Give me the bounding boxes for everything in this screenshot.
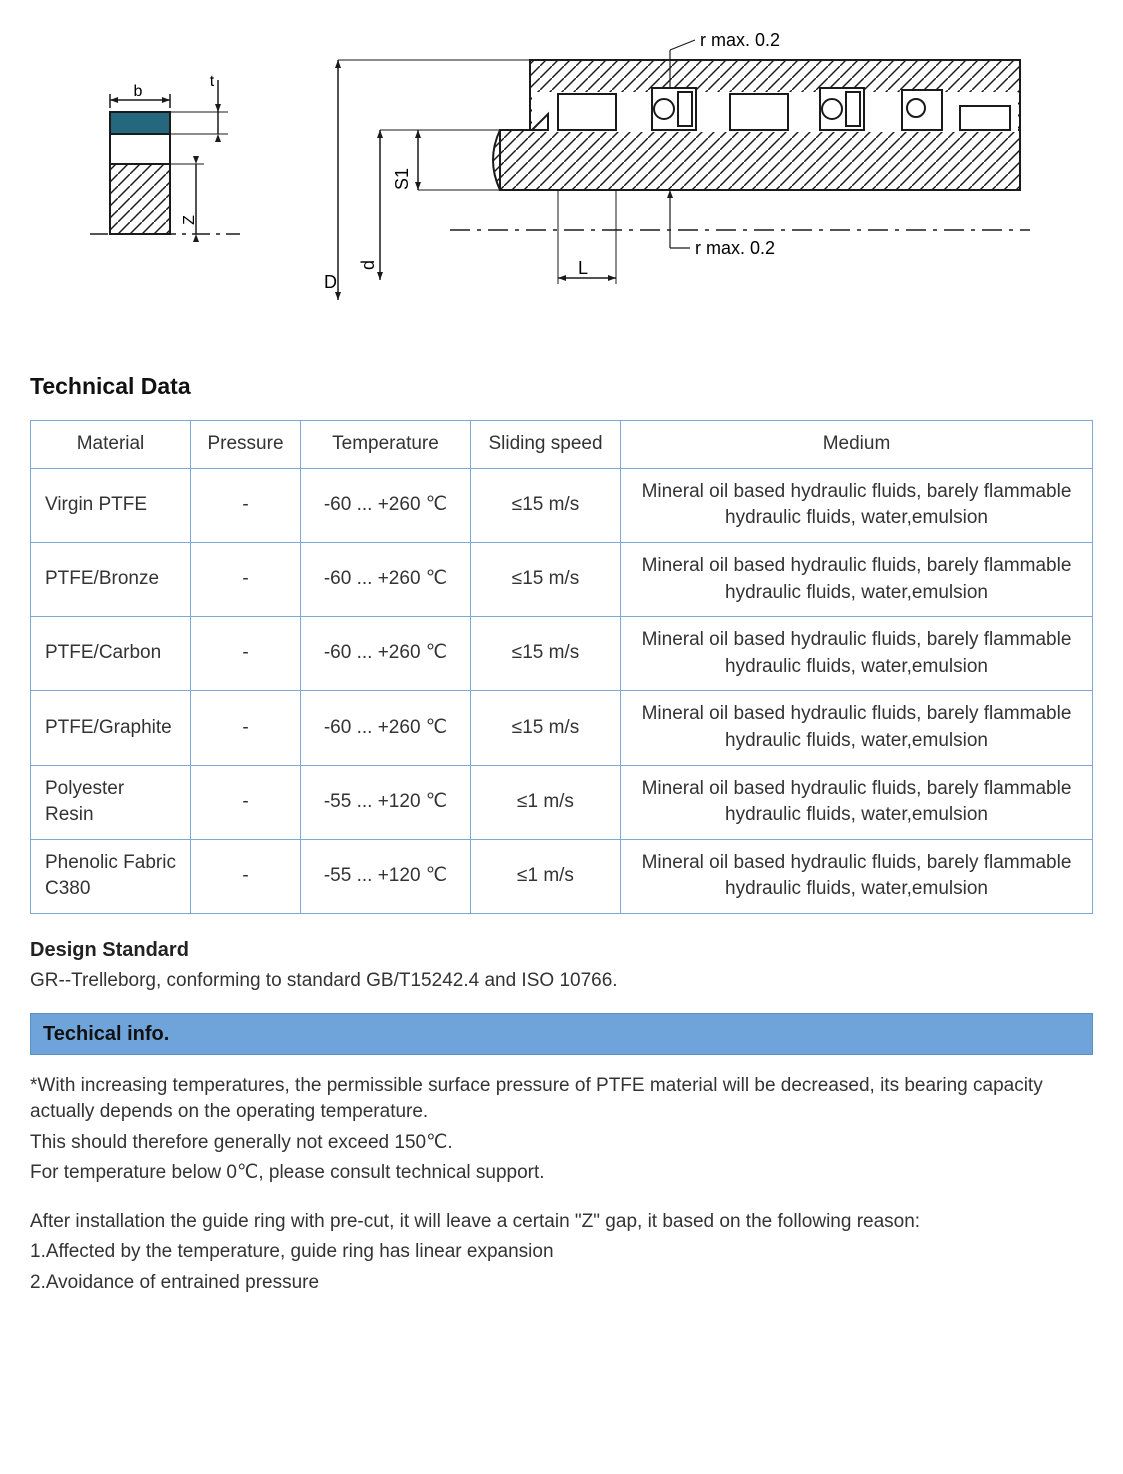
table-row: PTFE/Carbon--60 ... +260 ℃≤15 m/sMineral… — [31, 617, 1093, 691]
table-cell: Phenolic Fabric C380 — [31, 839, 191, 913]
table-cell: ≤1 m/s — [471, 839, 621, 913]
table-cell: Mineral oil based hydraulic fluids, bare… — [621, 691, 1093, 765]
design-standard-heading: Design Standard — [30, 936, 1093, 964]
table-cell: Mineral oil based hydraulic fluids, bare… — [621, 839, 1093, 913]
dim-z-label: Z — [181, 215, 198, 225]
tech-info-gap-p2: 1.Affected by the temperature, guide rin… — [30, 1239, 1093, 1266]
dim-L-label: L — [578, 258, 588, 278]
r-max-top-label: r max. 0.2 — [700, 30, 780, 50]
tech-info-gap-p1: After installation the guide ring with p… — [30, 1209, 1093, 1236]
table-cell: ≤15 m/s — [471, 542, 621, 616]
dim-D-label: D — [324, 272, 337, 292]
table-cell: PTFE/Carbon — [31, 617, 191, 691]
tech-info-p1: *With increasing temperatures, the permi… — [30, 1073, 1093, 1126]
tech-info-p3: For temperature below 0℃, please consult… — [30, 1160, 1093, 1187]
table-cell: - — [191, 542, 301, 616]
table-cell: - — [191, 617, 301, 691]
table-cell: Virgin PTFE — [31, 468, 191, 542]
table-cell: Mineral oil based hydraulic fluids, bare… — [621, 468, 1093, 542]
table-cell: - — [191, 765, 301, 839]
design-standard-block: Design Standard GR--Trelleborg, conformi… — [30, 936, 1093, 995]
dim-t-label: t — [210, 73, 215, 90]
table-row: Polyester Resin--55 ... +120 ℃≤1 m/sMine… — [31, 765, 1093, 839]
table-cell: -60 ... +260 ℃ — [301, 691, 471, 765]
col-medium: Medium — [621, 421, 1093, 469]
table-cell: - — [191, 839, 301, 913]
dim-d-label: d — [358, 260, 378, 270]
table-cell: ≤15 m/s — [471, 617, 621, 691]
table-cell: PTFE/Graphite — [31, 691, 191, 765]
col-pressure: Pressure — [191, 421, 301, 469]
table-cell: - — [191, 468, 301, 542]
table-cell: - — [191, 691, 301, 765]
table-cell: -55 ... +120 ℃ — [301, 839, 471, 913]
dim-b-label: b — [134, 83, 143, 100]
col-material: Material — [31, 421, 191, 469]
col-sliding-speed: Sliding speed — [471, 421, 621, 469]
table-cell: -60 ... +260 ℃ — [301, 542, 471, 616]
table-cell: Mineral oil based hydraulic fluids, bare… — [621, 617, 1093, 691]
table-cell: ≤15 m/s — [471, 468, 621, 542]
table-cell: -55 ... +120 ℃ — [301, 765, 471, 839]
technical-data-heading: Technical Data — [30, 370, 1093, 402]
tech-info-body: *With increasing temperatures, the permi… — [30, 1073, 1093, 1297]
table-cell: Polyester Resin — [31, 765, 191, 839]
table-cell: ≤1 m/s — [471, 765, 621, 839]
r-max-bottom-label: r max. 0.2 — [695, 238, 775, 258]
dim-s1-label: S1 — [392, 168, 412, 190]
technical-diagram: b t Z — [30, 20, 1093, 330]
technical-data-table: Material Pressure Temperature Sliding sp… — [30, 420, 1093, 914]
table-cell: -60 ... +260 ℃ — [301, 617, 471, 691]
table-row: Phenolic Fabric C380--55 ... +120 ℃≤1 m/… — [31, 839, 1093, 913]
design-standard-text: GR--Trelleborg, conforming to standard G… — [30, 968, 1093, 995]
table-cell: Mineral oil based hydraulic fluids, bare… — [621, 765, 1093, 839]
table-cell: PTFE/Bronze — [31, 542, 191, 616]
diagram-assembly: r max. 0.2 — [300, 30, 1073, 320]
table-row: PTFE/Graphite--60 ... +260 ℃≤15 m/sMiner… — [31, 691, 1093, 765]
table-cell: -60 ... +260 ℃ — [301, 468, 471, 542]
diagram-cross-section: b t Z — [70, 30, 270, 260]
table-row: Virgin PTFE--60 ... +260 ℃≤15 m/sMineral… — [31, 468, 1093, 542]
tech-info-gap-p3: 2.Avoidance of entrained pressure — [30, 1270, 1093, 1297]
tech-info-p2: This should therefore generally not exce… — [30, 1130, 1093, 1157]
table-row: PTFE/Bronze--60 ... +260 ℃≤15 m/sMineral… — [31, 542, 1093, 616]
table-cell: ≤15 m/s — [471, 691, 621, 765]
col-temperature: Temperature — [301, 421, 471, 469]
table-cell: Mineral oil based hydraulic fluids, bare… — [621, 542, 1093, 616]
table-header-row: Material Pressure Temperature Sliding sp… — [31, 421, 1093, 469]
tech-info-bar: Techical info. — [30, 1013, 1093, 1055]
